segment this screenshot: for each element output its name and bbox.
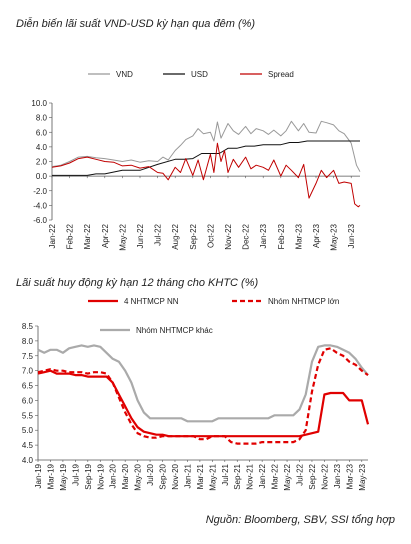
chart2-y-tick-label: 6.5	[22, 382, 34, 391]
chart2-x-tick-label: Jan-23	[333, 463, 342, 488]
chart2-y-tick-label: 8.5	[22, 322, 34, 331]
chart1-x-tick-label: Sep-22	[189, 223, 198, 249]
chart2-legend-label-1: Nhóm NHTMCP lớn	[268, 297, 339, 306]
chart1-y-tick-label: -4.0	[33, 201, 47, 210]
chart2-x-tick-label: Mar-19	[46, 463, 55, 489]
chart1-legend-label-spread: Spread	[268, 70, 294, 79]
chart1-series-usd-line	[52, 140, 360, 176]
chart1-legend-label-usd: USD	[191, 70, 208, 79]
source-note: Nguồn: Bloomberg, SBV, SSI tổng hợp	[205, 514, 395, 526]
chart2-x-tick-label: Jan-19	[34, 463, 43, 488]
chart1-x-tick-label: Apr-23	[312, 223, 321, 248]
chart2-title: Lãi suất huy động kỳ hạn 12 tháng cho KH…	[16, 277, 259, 289]
chart1-x-tick-label: Apr-22	[101, 223, 110, 248]
chart2-y-tick-label: 5.5	[22, 411, 34, 420]
chart2-x-tick-label: Nov-22	[320, 463, 329, 489]
chart2-x-tick-label: Mar-22	[271, 463, 280, 489]
chart1-y-tick-label: -6.0	[33, 216, 47, 225]
chart2-series-line-2	[37, 344, 369, 423]
chart1-x-tick-label: Dec-22	[242, 223, 251, 249]
chart2-y-tick-label: 4.5	[22, 441, 34, 450]
chart1-x-tick-label: Aug-22	[171, 223, 180, 249]
chart1-legend-label-vnd: VND	[116, 70, 133, 79]
chart2-y-tick-label: 6.0	[22, 396, 34, 405]
chart1-y-tick-label: 4.0	[36, 143, 48, 152]
chart2-x-tick-label: Nov-20	[171, 463, 180, 489]
chart2-x-tick-label: Jan-20	[109, 463, 118, 488]
chart2-x-tick-label: Jan-21	[183, 463, 192, 488]
chart1-x-tick-label: Oct-22	[206, 223, 215, 248]
chart2-y-tick-label: 4.0	[22, 456, 34, 465]
chart2-y-tick-label: 8.0	[22, 337, 34, 346]
chart2-x-tick-label: May-19	[59, 463, 68, 490]
chart2-x-tick-label: Sep-21	[233, 463, 242, 489]
chart2-x-tick-label: Mar-21	[196, 463, 205, 489]
chart1-series-vnd-line	[51, 120, 361, 172]
chart2-series-line-1	[37, 347, 369, 445]
chart2-legend-label-2: Nhóm NHTMCP khác	[136, 326, 213, 335]
chart2-series-line-0	[37, 369, 370, 438]
chart1-y-tick-label: 8.0	[36, 114, 48, 123]
chart1-title: Diễn biến lãi suất VND-USD kỳ hạn qua đê…	[16, 18, 256, 30]
chart2-x-tick-label: May-23	[358, 463, 367, 490]
chart1-series-spread-line	[51, 142, 361, 208]
chart2-y-tick-label: 7.5	[22, 352, 34, 361]
chart1-x-tick-label: Jun-23	[347, 223, 356, 248]
chart2-x-tick-label: Sep-22	[308, 463, 317, 489]
chart2-x-tick-label: Nov-19	[96, 463, 105, 489]
chart2-x-tick-label: May-20	[134, 463, 143, 490]
chart1-x-tick-label: Jul-22	[154, 223, 163, 245]
chart2-x-tick-label: Jul-19	[71, 463, 80, 485]
chart2-x-tick-label: Jan-22	[258, 463, 267, 488]
chart2-x-tick-label: Mar-23	[345, 463, 354, 489]
chart1-x-tick-label: May-22	[118, 223, 127, 250]
chart2-x-tick-label: Nov-21	[246, 463, 255, 489]
chart1-y-tick-label: -2.0	[33, 187, 47, 196]
chart1-y-tick-label: 6.0	[36, 128, 48, 137]
chart2-legend-label-0: 4 NHTMCP NN	[124, 297, 179, 306]
chart2-y-tick-label: 5.0	[22, 426, 34, 435]
chart1-x-tick-label: Mar-23	[294, 223, 303, 249]
chart2-y-tick-label: 7.0	[22, 367, 34, 376]
chart1-x-tick-label: Mar-22	[83, 223, 92, 249]
chart1-x-tick-label: May-23	[330, 223, 339, 250]
chart2-x-tick-label: May-21	[208, 463, 217, 490]
chart2-x-tick-label: Jul-20	[146, 463, 155, 485]
chart1-x-tick-label: Jun-22	[136, 223, 145, 248]
chart1-x-tick-label: Feb-22	[66, 223, 75, 249]
chart1-y-tick-label: 2.0	[36, 158, 48, 167]
chart1-x-tick-label: Jan-22	[48, 223, 57, 248]
chart2-x-tick-label: May-22	[283, 463, 292, 490]
chart1-y-tick-label: 10.0	[31, 99, 47, 108]
chart2-x-tick-label: Sep-19	[84, 463, 93, 489]
chart2-x-tick-label: Jul-22	[296, 463, 305, 485]
chart2-x-tick-label: Sep-20	[159, 463, 168, 489]
chart2-x-tick-label: Jul-21	[221, 463, 230, 485]
chart1-y-tick-label: 0.0	[36, 172, 48, 181]
chart1-x-tick-label: Feb-23	[277, 223, 286, 249]
chart1-x-tick-label: Nov-22	[224, 223, 233, 249]
chart2-x-tick-label: Mar-20	[121, 463, 130, 489]
chart1-x-tick-label: Jan-23	[259, 223, 268, 248]
